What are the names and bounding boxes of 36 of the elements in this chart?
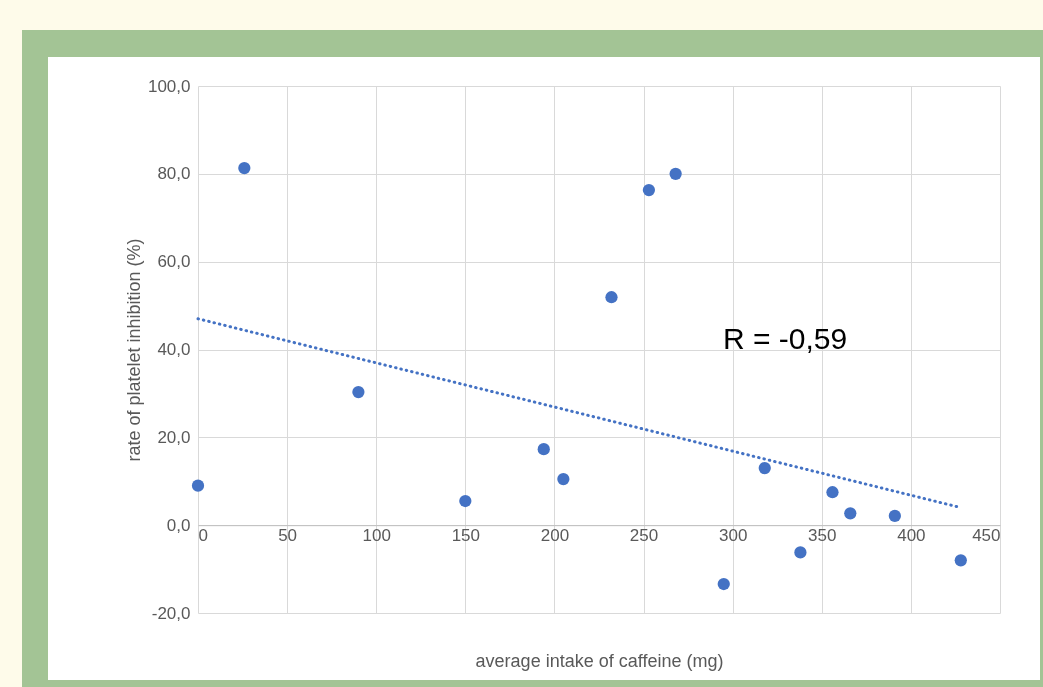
x-tick-label: 150 xyxy=(451,525,481,545)
x-tick-label: 100 xyxy=(362,525,391,545)
point xyxy=(794,546,807,559)
x-tick-label: 250 xyxy=(629,525,659,545)
x-tick-label: 200 xyxy=(540,525,570,545)
point xyxy=(191,479,205,492)
point xyxy=(557,472,570,486)
x-axis-title: average intake of caffeine (mg) xyxy=(475,651,724,672)
point xyxy=(669,167,682,180)
x-tick-label: 300 xyxy=(718,525,748,545)
point xyxy=(537,443,550,456)
point xyxy=(758,461,771,475)
x-tick-label: 450 xyxy=(972,525,1001,545)
y-tick-label: 80,0 xyxy=(157,164,191,184)
y-tick-label: 20,0 xyxy=(157,427,191,447)
y-tick-label: 60,0 xyxy=(157,252,191,272)
annotation: R = -0,59 xyxy=(722,322,848,355)
x-tick-label: 400 xyxy=(897,525,926,545)
x-tick-label: 50 xyxy=(278,525,298,545)
point xyxy=(238,162,251,175)
point xyxy=(717,577,730,591)
point xyxy=(844,507,857,520)
point xyxy=(459,494,472,508)
point xyxy=(352,385,365,399)
y-axis-title: rate of platelet inhibition (%) xyxy=(123,238,144,462)
point xyxy=(605,291,618,304)
y-tick-label: 0,0 xyxy=(166,515,191,535)
x-tick-label: 350 xyxy=(808,525,837,545)
point xyxy=(826,486,839,499)
point xyxy=(954,554,967,567)
y-tick-label: 100,0 xyxy=(147,76,191,96)
point xyxy=(888,509,901,523)
y-tick-label: 40,0 xyxy=(157,340,191,359)
point xyxy=(642,183,656,197)
y-tick-label: -20,0 xyxy=(151,603,191,623)
x-tick-label: 0 xyxy=(198,525,208,545)
